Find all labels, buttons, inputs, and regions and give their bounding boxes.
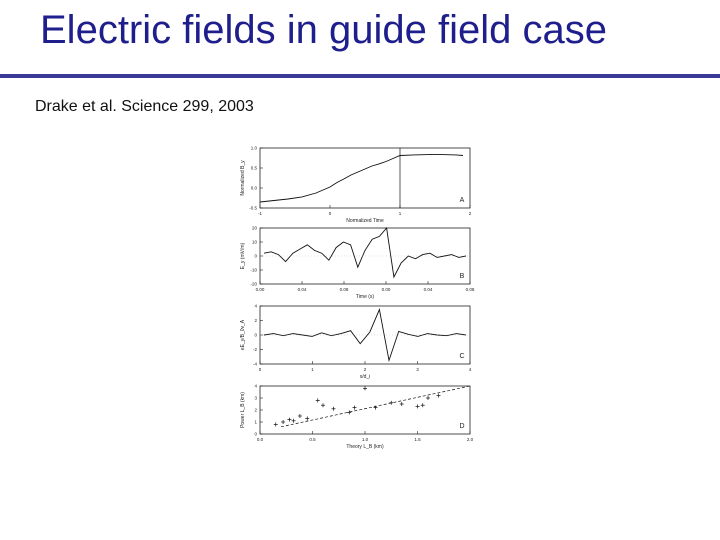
y-tick-label: 1	[254, 420, 257, 425]
x-tick-label: 0.5	[309, 437, 316, 442]
series-line-C	[263, 308, 467, 363]
y-axis-label: eE_y/B_0v_A	[240, 319, 246, 350]
y-tick-label: 4	[254, 304, 257, 309]
x-tick-label: 2	[469, 211, 472, 216]
series-line-B	[263, 226, 467, 279]
x-tick-label: 0.00	[382, 287, 391, 292]
x-axis-label: Theory L_B (km)	[346, 444, 384, 450]
x-tick-label: 0.0	[257, 437, 264, 442]
x-axis-label: x/d_i	[360, 374, 371, 380]
y-tick-label: 0.0	[251, 186, 258, 191]
panel-frame-D	[259, 385, 471, 435]
y-tick-label: -4	[253, 362, 257, 367]
y-axis-label: E_y (mV/m)	[240, 242, 246, 269]
x-tick-label: 1	[311, 367, 314, 372]
panel-letter: A	[460, 197, 465, 204]
x-tick-label: 2.0	[467, 437, 474, 442]
y-axis-label: Power L_B (km)	[240, 392, 246, 428]
x-axis-label: Time (s)	[356, 294, 374, 300]
x-tick-label: 1	[399, 211, 402, 216]
x-tick-label: 1.5	[414, 437, 421, 442]
y-tick-label: -2	[253, 347, 257, 352]
citation-text: Drake et al. Science 299, 2003	[35, 98, 254, 115]
y-tick-label: 0	[254, 432, 257, 437]
y-tick-label: 0	[254, 333, 257, 338]
x-tick-label: 3	[416, 367, 419, 372]
series-line-A	[259, 154, 464, 203]
x-tick-label: 2	[364, 367, 367, 372]
y-tick-label: 0	[254, 254, 257, 259]
fit-line	[280, 385, 471, 428]
y-tick-label: 2	[254, 318, 257, 323]
y-tick-label: -10	[250, 268, 257, 273]
y-tick-label: 1.0	[251, 146, 258, 151]
slide-title: Electric fields in guide field case	[40, 8, 607, 52]
y-tick-label: -20	[250, 282, 257, 287]
x-tick-label: 0.04	[298, 287, 307, 292]
y-tick-label: 20	[252, 226, 258, 231]
x-tick-label: 0	[259, 367, 262, 372]
x-tick-label: -1	[258, 211, 262, 216]
x-tick-label: 0.00	[256, 287, 265, 292]
y-tick-label: 2	[254, 408, 257, 413]
x-tick-label: 1.0	[362, 437, 369, 442]
y-tick-label: 10	[252, 240, 258, 245]
x-tick-label: 0.04	[424, 287, 433, 292]
x-tick-label: 0.08	[340, 287, 349, 292]
y-axis-label: Normalized B_y	[240, 160, 246, 196]
x-tick-label: 0	[329, 211, 332, 216]
panel-letter: D	[459, 423, 464, 430]
y-tick-label: 4	[254, 384, 257, 389]
panel-letter: B	[460, 273, 465, 280]
panel-letter: C	[459, 353, 464, 360]
panel-frame-A	[259, 147, 471, 209]
y-tick-label: 3	[254, 396, 257, 401]
x-tick-label: 0.08	[466, 287, 475, 292]
y-tick-label: 0.5	[251, 166, 258, 171]
x-tick-label: 4	[469, 367, 472, 372]
science-figure: -1 0 1 2 -0.5 0.0 0.5 1.0 Normalized Time Normali…	[230, 140, 480, 470]
x-axis-label: Normalized Time	[346, 218, 384, 224]
y-tick-label: -0.5	[249, 206, 257, 211]
title-divider	[0, 74, 720, 78]
